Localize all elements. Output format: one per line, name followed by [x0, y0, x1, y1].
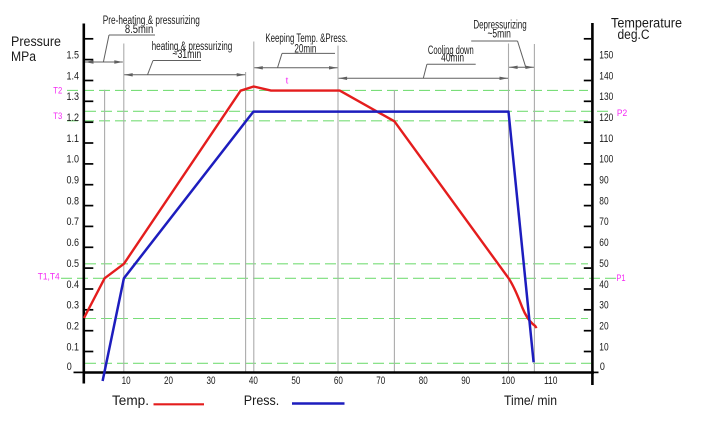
svg-text:20: 20 — [599, 321, 608, 333]
svg-text:deg.C: deg.C — [618, 27, 650, 42]
svg-text:t: t — [286, 75, 289, 86]
svg-text:0.1: 0.1 — [67, 341, 80, 353]
svg-text:Temp.: Temp. — [112, 393, 149, 408]
svg-text:1.2: 1.2 — [67, 112, 80, 124]
svg-text:0.6: 0.6 — [67, 237, 80, 249]
svg-text:60: 60 — [599, 237, 608, 249]
svg-text:1.0: 1.0 — [67, 154, 80, 166]
svg-text:T3: T3 — [53, 111, 62, 122]
svg-text:10: 10 — [599, 341, 608, 353]
svg-text:0.2: 0.2 — [67, 321, 80, 333]
svg-text:20min: 20min — [294, 44, 316, 56]
svg-text:40min: 40min — [441, 53, 464, 65]
svg-text:1.5: 1.5 — [67, 49, 80, 61]
svg-text:80: 80 — [419, 375, 428, 387]
svg-text:90: 90 — [461, 375, 470, 387]
svg-text:0: 0 — [67, 361, 72, 373]
svg-text:140: 140 — [599, 70, 613, 82]
svg-text:130: 130 — [599, 91, 613, 103]
svg-text:P2: P2 — [617, 108, 627, 119]
svg-text:0: 0 — [600, 361, 605, 373]
svg-text:Pre-heating & pressurizing: Pre-heating & pressurizing — [103, 15, 200, 27]
svg-text:110: 110 — [599, 133, 613, 145]
svg-text:120: 120 — [599, 112, 613, 124]
svg-text:MPa: MPa — [11, 49, 36, 64]
svg-text:80: 80 — [599, 195, 608, 207]
svg-text:T1,T4: T1,T4 — [38, 272, 60, 283]
svg-text:40: 40 — [599, 279, 608, 291]
svg-text:Temperature: Temperature — [611, 15, 682, 30]
svg-text:0.9: 0.9 — [67, 175, 80, 187]
svg-text:70: 70 — [599, 216, 608, 228]
svg-text:70: 70 — [376, 375, 385, 387]
svg-text:0.3: 0.3 — [67, 300, 80, 312]
svg-text:heating & pressurizing: heating & pressurizing — [152, 41, 233, 53]
svg-text:0.7: 0.7 — [67, 216, 80, 228]
svg-text:150: 150 — [599, 49, 613, 61]
svg-text:Pressure: Pressure — [11, 34, 61, 49]
svg-text:10: 10 — [122, 375, 131, 387]
svg-text:P1: P1 — [616, 273, 625, 284]
svg-text:1.4: 1.4 — [67, 70, 80, 82]
svg-text:0.4: 0.4 — [67, 279, 80, 291]
svg-text:20: 20 — [164, 375, 173, 387]
svg-text:90: 90 — [599, 175, 608, 187]
svg-text:Keeping Temp. &Press.: Keeping Temp. &Press. — [265, 33, 348, 45]
svg-text:~31min: ~31min — [172, 49, 201, 61]
svg-text:0.5: 0.5 — [67, 258, 80, 270]
svg-text:50: 50 — [599, 258, 608, 270]
svg-text:40: 40 — [249, 375, 258, 387]
svg-text:Depressurizing: Depressurizing — [473, 20, 526, 32]
svg-text:30: 30 — [207, 375, 216, 387]
svg-text:50: 50 — [291, 375, 300, 387]
svg-text:T2: T2 — [53, 85, 62, 96]
svg-text:1.1: 1.1 — [67, 133, 80, 145]
svg-text:Time/ min: Time/ min — [504, 393, 557, 408]
svg-text:8.5min: 8.5min — [125, 24, 153, 36]
svg-text:0.8: 0.8 — [67, 195, 80, 207]
svg-text:30: 30 — [599, 300, 608, 312]
svg-text:100: 100 — [501, 375, 515, 387]
svg-text:110: 110 — [544, 375, 558, 387]
svg-text:1.3: 1.3 — [67, 91, 80, 103]
svg-text:Press.: Press. — [244, 393, 279, 408]
svg-text:60: 60 — [334, 375, 343, 387]
svg-text:Cooling down: Cooling down — [428, 45, 474, 57]
svg-text:~5min: ~5min — [487, 29, 511, 41]
svg-text:100: 100 — [599, 154, 613, 166]
